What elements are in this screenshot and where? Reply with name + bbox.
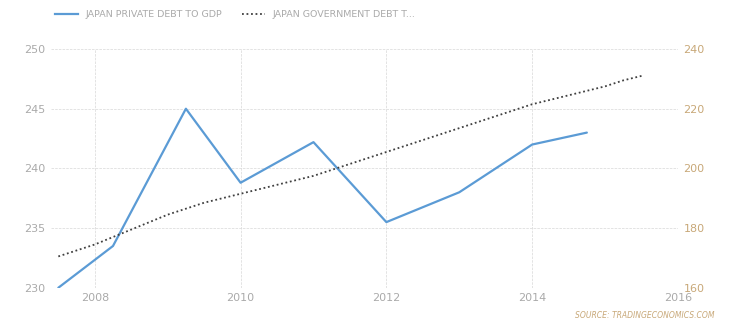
Legend: JAPAN PRIVATE DEBT TO GDP, JAPAN GOVERNMENT DEBT T...: JAPAN PRIVATE DEBT TO GDP, JAPAN GOVERNM… — [51, 6, 419, 23]
Text: SOURCE: TRADINGECONOMICS.COM: SOURCE: TRADINGECONOMICS.COM — [575, 311, 714, 320]
